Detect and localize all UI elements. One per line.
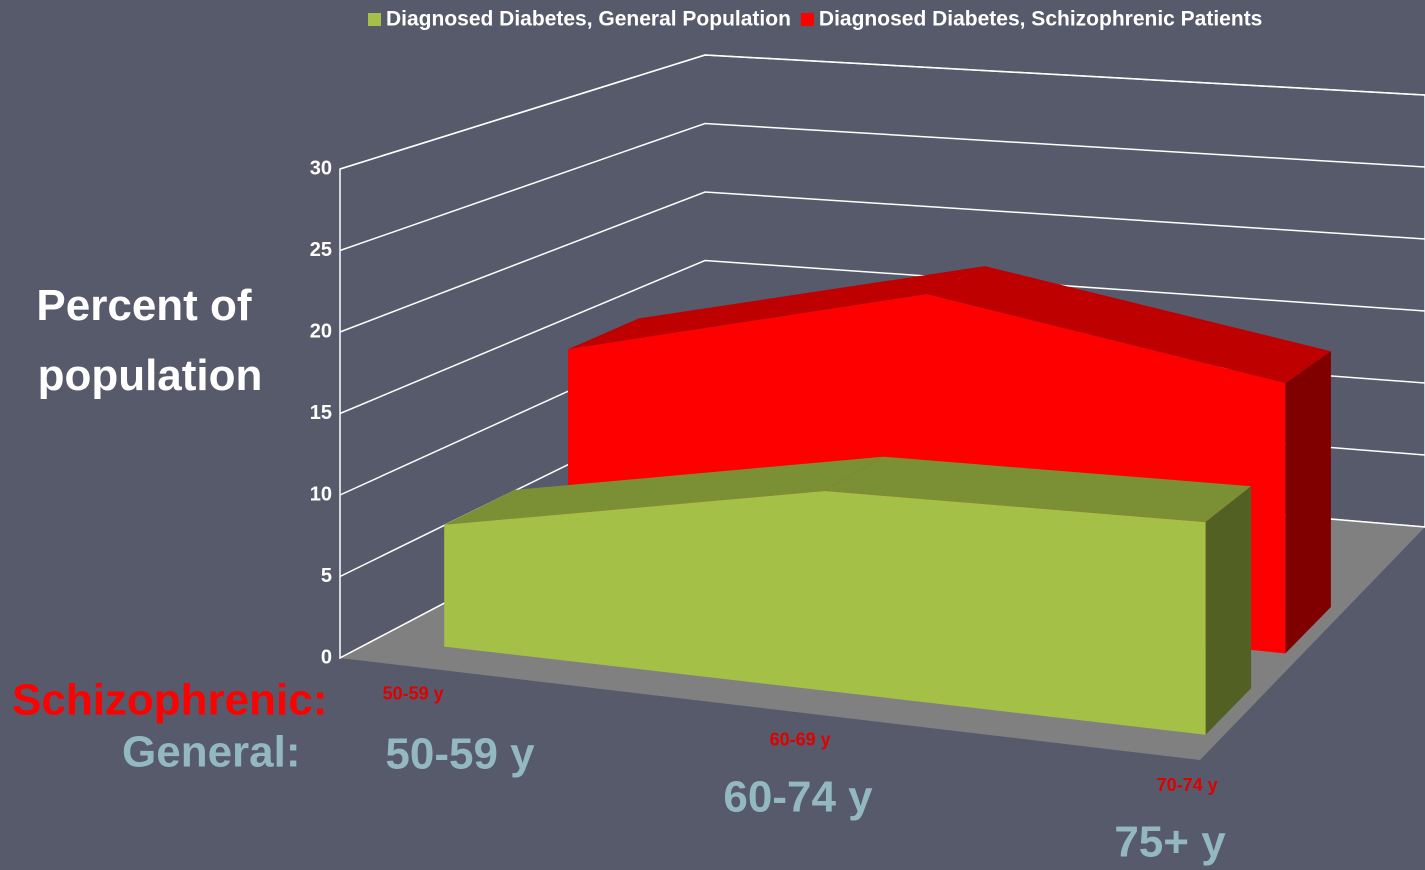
grid-line: [339, 191, 1425, 333]
area-top: [444, 456, 883, 525]
series: [444, 456, 1252, 735]
general-label: 50-59 y: [385, 730, 535, 779]
x-tick-label: 70-74 y: [1157, 775, 1218, 795]
area-side: [1285, 351, 1331, 654]
legend-swatch: [368, 13, 381, 26]
y-tick-label: 0: [321, 646, 332, 668]
group-label: General:: [122, 728, 301, 777]
area-top: [568, 266, 985, 350]
general-label: 75+ y: [1114, 818, 1226, 867]
general-label: 60-74 y: [723, 773, 873, 822]
legend-label: Diagnosed Diabetes, Schizophrenic Patien…: [819, 8, 1262, 31]
legend-label: Diagnosed Diabetes, General Population: [386, 8, 791, 31]
y-tick-label: 5: [321, 565, 332, 587]
group-label: Schizophrenic:: [12, 676, 327, 725]
area-top: [926, 266, 1331, 384]
y-tick-label: 15: [310, 402, 332, 424]
grid-line: [339, 54, 1425, 170]
x-tick-label: 60-69 y: [770, 729, 831, 749]
x-tick-label: 50-59 y: [383, 683, 444, 703]
area-top: [824, 456, 1252, 523]
legend-swatch: [800, 13, 814, 26]
y-tick-label: 30: [310, 157, 332, 179]
y-tick-label: 10: [310, 483, 332, 505]
area-side: [1205, 486, 1252, 735]
grid-line: [339, 122, 1425, 252]
y-tick-label: 20: [310, 320, 332, 342]
area: [444, 491, 1206, 735]
grid-line: [339, 259, 1425, 415]
y-label: Percent of population: [36, 281, 262, 400]
y-tick-label: 25: [310, 239, 332, 261]
